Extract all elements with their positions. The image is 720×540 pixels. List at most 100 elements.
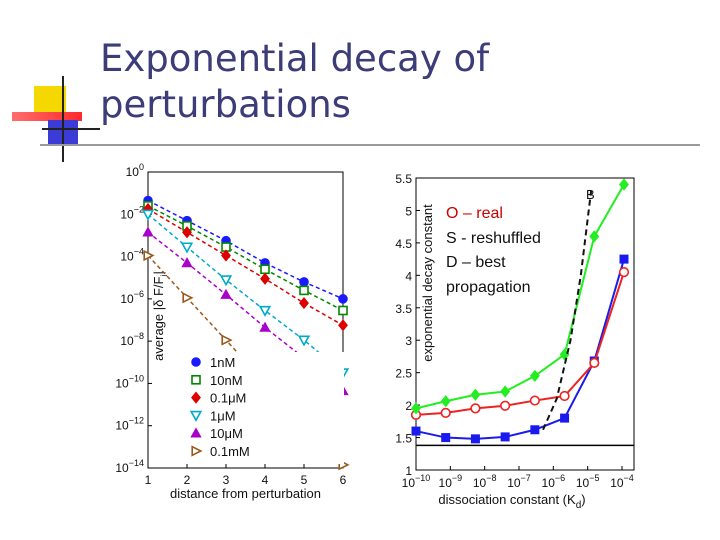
legend-a: 1nM 10nM 0.1μM 1μM 10μM 0.1mM: [180, 352, 344, 464]
x-tick-label-b: 10−10: [402, 473, 431, 490]
legend-label-a: 0.1μM: [210, 391, 246, 406]
series-b-S: [411, 178, 629, 415]
decay-vs-distance-chart: 100 10−2 10−4 10−6 10−8 10−10 10−12 10−141 2 3 4 5 6…: [115, 162, 350, 501]
x-tick-label-b: 10−9: [439, 473, 463, 490]
data-point-b: [500, 400, 511, 411]
x-axis-label-b: dissociation constant (Kd): [438, 492, 585, 511]
series-a-2: [143, 202, 348, 332]
series-a-0: [143, 195, 348, 304]
data-point-a: [260, 264, 270, 275]
data-point-b: [589, 230, 600, 243]
data-point-b: [529, 369, 540, 383]
data-point-b: [470, 388, 481, 401]
series-line-b: [415, 258, 625, 440]
y-tick-label-a: 10−2: [120, 204, 144, 221]
fit-line-b: [542, 190, 593, 431]
y-tick-label-a: 10−10: [115, 373, 144, 390]
data-point-b: [500, 385, 511, 398]
x-axis-label-a: distance from perturbation: [170, 486, 321, 501]
data-point-b: [440, 395, 451, 408]
legend-label-a: 1μM: [210, 408, 236, 423]
deco-horizontal-line: [42, 128, 100, 130]
y-tick-label-a: 10−6: [120, 289, 144, 306]
legend-box-a: [180, 352, 344, 464]
series-line-a: [147, 213, 344, 374]
y-tick-label-a: 10−12: [115, 416, 144, 433]
x-tick-label-b: 10−4: [610, 473, 634, 490]
deco-vertical-line: [62, 76, 64, 162]
y-tick-label-a: 10−4: [120, 247, 144, 264]
y-tick-label-b: 4.5: [395, 237, 412, 251]
data-point-b: [619, 254, 629, 264]
x-tick-label-a: 1: [145, 473, 152, 487]
data-point-a: [143, 249, 155, 262]
data-point-a: [260, 272, 270, 285]
y-tick-label-b: 5: [405, 204, 412, 218]
data-point-a: [182, 226, 192, 239]
y-axis-label-a: average |δ F/Fi|: [151, 271, 169, 361]
x-tick-label-a: 4: [262, 473, 269, 487]
y-tick-label-b: 5.5: [395, 172, 412, 186]
x-tick-label-a: 3: [223, 473, 230, 487]
data-point-b: [619, 178, 629, 191]
data-point-a: [338, 294, 348, 304]
data-point-a: [219, 275, 233, 287]
y-tick-label-b: 2: [405, 399, 412, 413]
y-tick-label-b: 3: [405, 334, 412, 348]
y-tick-label-b: 1.5: [395, 432, 412, 446]
data-point-a: [297, 335, 311, 347]
legend-label-a: 0.1mM: [210, 444, 250, 459]
series-line-a: [147, 205, 344, 312]
data-point-a: [182, 292, 194, 304]
data-point-b: [441, 433, 451, 443]
legend-marker-a: [191, 445, 203, 457]
y-tick-label-a: 100: [126, 162, 144, 179]
data-point-b: [411, 402, 421, 415]
y-tick-label-a: 10−8: [120, 331, 144, 348]
data-point-a: [299, 277, 309, 287]
deco-red-bar: [12, 112, 82, 121]
data-point-a: [258, 305, 272, 317]
legend-label-a: 10nM: [210, 373, 243, 388]
data-point-a: [338, 305, 348, 316]
legend-marker-a: [191, 391, 201, 404]
annotation-line-propagation: propagation: [446, 278, 531, 296]
y-tick-label-b: 3.5: [395, 302, 412, 316]
title-underline: [40, 144, 700, 146]
y-axis-label-b: exponential decay constant: [420, 204, 435, 362]
legend-annotation: O – real S - reshuffled D – best propaga…: [446, 202, 541, 300]
y-tick-label-a: 10−14: [115, 458, 144, 475]
data-point-a: [142, 226, 154, 237]
data-point-a: [141, 209, 155, 221]
data-point-b: [500, 432, 510, 442]
x-tick-label-b: 10−8: [473, 473, 497, 490]
data-point-a: [221, 334, 233, 346]
data-point-a: [220, 288, 232, 299]
data-point-a: [181, 257, 193, 268]
data-point-a: [338, 319, 348, 332]
data-point-a: [299, 296, 309, 310]
series-line-b: [415, 183, 625, 410]
slide-title: Exponential decay of perturbations: [100, 37, 490, 126]
data-point-b: [440, 407, 451, 418]
data-point-a: [221, 249, 231, 262]
x-tick-label-b: 10−7: [507, 473, 531, 490]
data-point-b: [559, 390, 570, 402]
plot-frame-b: [415, 177, 635, 471]
y-tick-label-b: 4: [405, 269, 412, 283]
y-tick-label-b: 2.5: [395, 367, 412, 381]
legend-marker-a: [191, 374, 201, 385]
data-point-b: [470, 403, 481, 414]
data-point-b: [618, 266, 630, 278]
annotation-line-best: D – best: [446, 254, 506, 271]
series-line-a: [147, 199, 344, 300]
series-b-O: [410, 266, 630, 420]
x-tick-label-a: 2: [184, 473, 191, 487]
data-point-b: [411, 426, 421, 436]
series-b-D: [411, 254, 629, 444]
x-tick-label-b: 10−5: [576, 473, 600, 490]
annotation-line-reshuffled: S - reshuffled: [446, 229, 541, 247]
data-point-a: [259, 321, 271, 332]
legend-marker-a: [189, 410, 203, 422]
